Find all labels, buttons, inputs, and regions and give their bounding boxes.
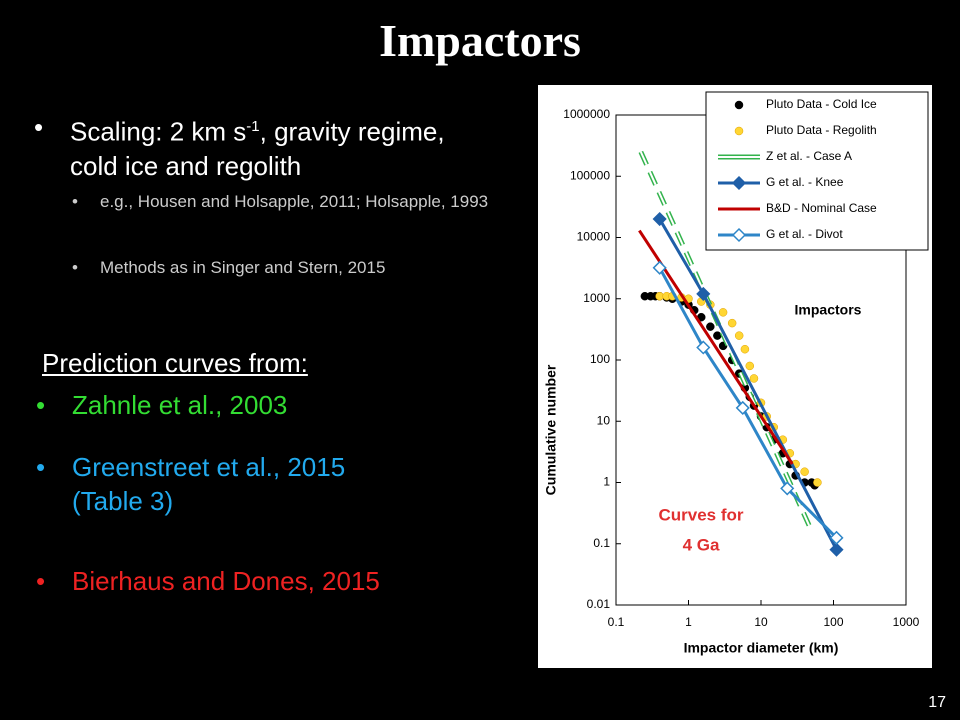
bullet-text: Zahnle et al., 2003 xyxy=(72,390,288,420)
bullet-text: Bierhaus and Dones, 2015 xyxy=(72,566,380,596)
x-tick-label: 0.1 xyxy=(608,615,625,629)
x-tick-label: 1 xyxy=(685,615,692,629)
legend-label: Z et al. - Case A xyxy=(766,149,852,163)
superscript: -1 xyxy=(246,118,260,135)
y-tick-label: 1000 xyxy=(583,291,610,305)
data-point xyxy=(829,542,844,557)
legend-entry: Z et al. - Case A xyxy=(718,149,852,163)
annotation: Impactors xyxy=(795,302,862,318)
sub-bullet-text: Methods as in Singer and Stern, 2015 xyxy=(100,258,386,277)
data-point xyxy=(652,212,667,227)
data-point xyxy=(727,318,737,328)
data-point xyxy=(749,374,759,383)
heading: Prediction curves from: xyxy=(42,348,308,378)
bullet: • Greenstreet et al., 2015 (Table 3) xyxy=(36,452,346,516)
sub-bullet-text: e.g., Housen and Holsapple, 2011; Holsap… xyxy=(100,192,489,211)
data-point xyxy=(718,308,728,317)
x-tick-label: 1000 xyxy=(893,615,920,629)
legend-entry: Pluto Data - Regolith xyxy=(766,123,877,137)
slide-title: Impactors xyxy=(379,15,581,66)
legend-label: G et al. - Knee xyxy=(766,175,844,189)
data-point xyxy=(745,361,755,371)
sub-bullet: • e.g., Housen and Holsapple, 2011; Holsa… xyxy=(72,192,489,211)
y-tick-label: 0.01 xyxy=(587,597,611,611)
data-point xyxy=(780,481,795,496)
data-point xyxy=(713,331,722,340)
legend-label: B&D - Nominal Case xyxy=(766,201,877,215)
legend-label: Pluto Data - Regolith xyxy=(766,123,877,137)
y-tick-label: 1 xyxy=(603,475,610,489)
chart: 0.01 0.1 1 10 100 1000 10000 100000 1000000 0.1 1 1… xyxy=(538,85,932,668)
annotation: 4 Ga xyxy=(683,535,720,554)
y-tick-label: 10000 xyxy=(577,230,611,244)
data-point xyxy=(829,530,844,545)
x-tick-label: 100 xyxy=(823,615,843,629)
data-point xyxy=(800,467,809,476)
y-tick-label: 100000 xyxy=(570,168,610,182)
sub-bullet: • Methods as in Singer and Stern, 2015 xyxy=(72,258,386,277)
y-axis-label: Cumulative number xyxy=(543,364,559,495)
legend-marker xyxy=(731,175,747,191)
legend-entry: Pluto Data - Cold Ice xyxy=(766,97,877,111)
y-tick-label: 0.1 xyxy=(593,536,610,550)
legend-entry: B&D - Nominal Case xyxy=(718,201,877,215)
data-point xyxy=(740,344,750,354)
y-tick-label: 100 xyxy=(590,352,610,366)
legend-marker xyxy=(734,100,744,110)
data-point xyxy=(706,322,715,331)
legend-label: G et al. - Divot xyxy=(766,227,843,241)
x-axis-label: Impactor diameter (km) xyxy=(684,640,839,656)
data-point xyxy=(696,340,711,355)
page-number: 17 xyxy=(928,694,946,711)
data-point xyxy=(652,260,667,275)
bullet-text: , gravity regime, cold ice and regolith xyxy=(70,116,445,181)
data-point xyxy=(735,400,750,415)
data-point xyxy=(734,331,744,340)
x-tick-label: 10 xyxy=(754,615,768,629)
y-tick-label: 1000000 xyxy=(563,107,610,121)
legend-marker xyxy=(731,227,747,243)
data-point xyxy=(696,286,711,301)
bullet: • Scaling: 2 km s-1, gravity regime, cold… xyxy=(34,112,445,181)
bullet-text: Greenstreet et al., 2015 (Table 3) xyxy=(72,452,346,516)
bullet: • Bierhaus and Dones, 2015 xyxy=(36,566,380,596)
legend-box xyxy=(705,91,929,251)
y-tick-label: 10 xyxy=(597,413,611,427)
bullet-text: Scaling: 2 km s xyxy=(70,116,247,147)
legend-label: Pluto Data - Cold Ice xyxy=(766,97,877,111)
legend-marker xyxy=(734,126,744,136)
data-point xyxy=(813,478,822,487)
bullet: • Zahnle et al., 2003 xyxy=(36,390,288,420)
annotation: Curves for xyxy=(658,505,743,524)
